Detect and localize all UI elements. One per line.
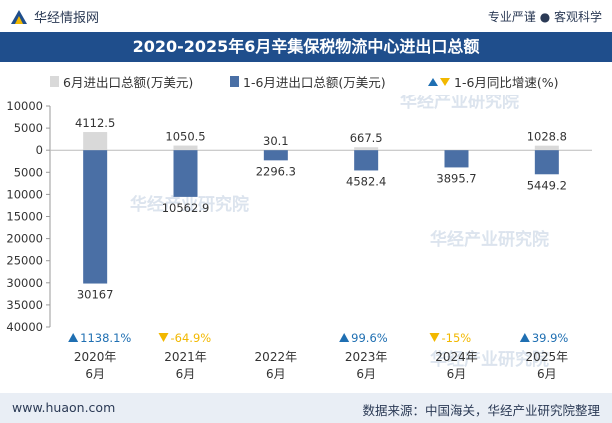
data-label-ytd: 2296.3 xyxy=(256,164,296,178)
data-label-ytd: 30167 xyxy=(77,288,114,302)
watermark-text: 华经产业研究院 xyxy=(430,229,549,250)
x-tick-label: 2023年 xyxy=(345,350,388,364)
data-label-june: 1050.5 xyxy=(165,130,205,144)
data-label-june: 4112.5 xyxy=(75,116,115,130)
data-label-ytd: 10562.9 xyxy=(162,201,210,215)
y-tick-label: 40000 xyxy=(6,320,43,334)
y-tick-label: 20000 xyxy=(6,232,43,246)
bar-ytd xyxy=(444,150,469,168)
x-tick-label: 6月 xyxy=(266,367,286,381)
x-tick-label: 6月 xyxy=(447,367,467,381)
growth-label: -64.9% xyxy=(171,331,212,345)
legend-swatch-june xyxy=(50,76,59,87)
legend-down-triangle-icon xyxy=(440,77,450,86)
data-label-june: 667.5 xyxy=(350,131,383,145)
footer: www.huaon.com 数据来源：中国海关，华经产业研究院整理 xyxy=(0,393,612,423)
top-bar: 华经情报网 专业严谨 ● 客观科学 xyxy=(0,0,612,32)
x-tick-label: 6月 xyxy=(85,367,105,381)
y-tick-label: 35000 xyxy=(6,298,43,312)
legend-item-june: 6月进出口总额(万美元) xyxy=(50,72,193,91)
watermark-text: 华经产业研究院 xyxy=(430,349,549,370)
growth-label: 39.9% xyxy=(532,331,569,345)
legend-up-triangle-icon xyxy=(428,77,438,86)
bar-june xyxy=(534,145,559,151)
tagline: 专业严谨 ● 客观科学 xyxy=(487,10,602,24)
x-tick-label: 2020年 xyxy=(74,350,117,364)
y-tick-label: 10000 xyxy=(6,99,43,113)
watermark-text: 华经产业研究院 xyxy=(130,194,249,215)
legend-label-growth: 1-6月同比增速(%) xyxy=(454,75,559,90)
growth-label: 1138.1% xyxy=(80,331,131,345)
data-label-june: 1028.8 xyxy=(527,130,567,144)
growth-down-triangle-icon xyxy=(158,333,169,342)
chart-title: 2020-2025年6月辛集保税物流中心进出口总额 xyxy=(0,32,612,62)
bar-ytd xyxy=(534,150,559,175)
y-tick-label: 25000 xyxy=(6,254,43,268)
growth-down-triangle-icon xyxy=(429,333,440,342)
x-tick-label: 2024年 xyxy=(435,350,478,364)
x-tick-label: 2022年 xyxy=(255,350,298,364)
x-tick-label: 2025年 xyxy=(526,350,569,364)
legend-item-growth: 1-6月同比增速(%) xyxy=(428,72,559,91)
x-tick-label: 6月 xyxy=(176,367,196,381)
growth-label: 99.6% xyxy=(351,331,388,345)
x-tick-label: 2021年 xyxy=(164,350,207,364)
growth-up-triangle-icon xyxy=(339,333,350,342)
growth-label: -15% xyxy=(442,331,472,345)
bar-june xyxy=(83,132,108,151)
growth-up-triangle-icon xyxy=(68,333,79,342)
y-tick-label: 0 xyxy=(36,143,43,157)
legend-item-ytd: 1-6月进出口总额(万美元) xyxy=(230,72,386,91)
bar-ytd xyxy=(173,150,198,197)
legend-label-june: 6月进出口总额(万美元) xyxy=(63,75,194,90)
y-tick-label: 10000 xyxy=(6,187,43,201)
y-tick-label: 15000 xyxy=(6,210,43,224)
data-label-ytd: 3895.7 xyxy=(436,171,476,185)
footer-source: 数据来源：中国海关，华经产业研究院整理 xyxy=(362,403,600,418)
y-tick-label: 5000 xyxy=(14,165,43,179)
x-tick-label: 6月 xyxy=(537,367,557,381)
footer-url: www.huaon.com xyxy=(12,400,116,415)
bar-june xyxy=(173,145,198,151)
watermark-text: 华经产业研究院 xyxy=(400,95,519,112)
legend: 6月进出口总额(万美元) 1-6月进出口总额(万美元) 1-6月同比增速(%) xyxy=(0,70,612,92)
growth-up-triangle-icon xyxy=(519,333,530,342)
bar-chart: 华经产业研究院华经产业研究院华经产业研究院华经产业研究院100005000050… xyxy=(6,95,592,381)
bar-ytd xyxy=(354,150,379,171)
brand-name: 华经情报网 xyxy=(34,11,100,26)
brand-logo-icon xyxy=(11,9,27,24)
bar-ytd xyxy=(83,150,108,284)
data-label-june: 30.1 xyxy=(263,134,289,148)
data-label-ytd: 4582.4 xyxy=(346,174,386,188)
bar-ytd xyxy=(263,150,288,161)
brand: 华经情报网 xyxy=(10,7,99,26)
bar-june xyxy=(354,147,379,151)
x-tick-label: 6月 xyxy=(356,367,376,381)
data-label-ytd: 5449.2 xyxy=(527,178,567,192)
legend-swatch-ytd xyxy=(230,76,239,87)
legend-label-ytd: 1-6月进出口总额(万美元) xyxy=(243,75,386,90)
y-tick-label: 5000 xyxy=(14,121,43,135)
y-tick-label: 30000 xyxy=(6,276,43,290)
